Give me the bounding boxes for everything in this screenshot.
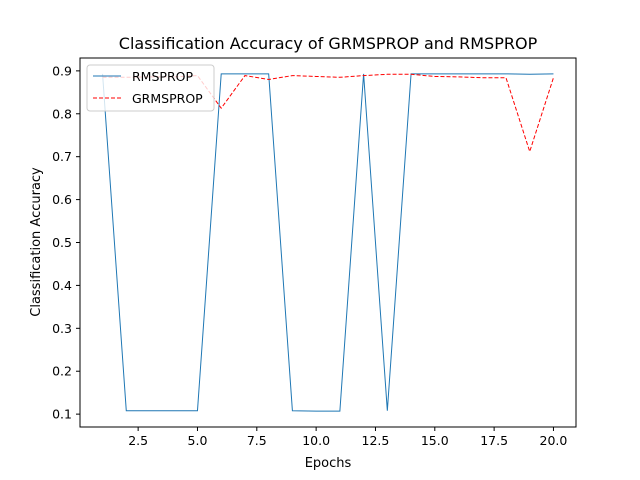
x-tick-label: 12.5 [362, 433, 390, 448]
y-tick-label: 0.4 [52, 278, 72, 293]
y-tick-label: 0.6 [52, 192, 72, 207]
x-tick-label: 2.5 [128, 433, 148, 448]
x-tick-label: 5.0 [188, 433, 208, 448]
y-tick-label: 0.1 [52, 407, 72, 422]
y-tick-label: 0.5 [52, 235, 72, 250]
x-axis-ticks: 2.5 5.0 7.5 10.0 12.5 15.0 17.5 20.0 [128, 427, 567, 448]
chart-title: Classification Accuracy of GRMSPROP and … [119, 34, 538, 53]
x-tick-label: 17.5 [480, 433, 508, 448]
legend-label-rmsprop: RMSPROP [132, 69, 193, 84]
y-axis-ticks: 0.1 0.2 0.3 0.4 0.5 0.6 0.7 0.8 0.9 [52, 63, 80, 422]
x-tick-label: 20.0 [540, 433, 568, 448]
y-axis-label: Classification Accuracy [29, 167, 44, 317]
y-tick-label: 0.3 [52, 321, 72, 336]
legend-label-grmsprop: GRMSPROP [132, 91, 203, 106]
x-tick-label: 10.0 [302, 433, 330, 448]
series-line-rmsprop [102, 73, 554, 412]
x-tick-label: 7.5 [247, 433, 267, 448]
y-tick-label: 0.7 [52, 149, 72, 164]
x-tick-label: 15.0 [421, 433, 449, 448]
y-tick-label: 0.8 [52, 106, 72, 121]
legend: RMSPROP GRMSPROP [86, 64, 215, 112]
x-axis-label: Epochs [305, 456, 352, 471]
y-tick-label: 0.2 [52, 364, 72, 379]
y-tick-label: 0.9 [52, 63, 72, 78]
